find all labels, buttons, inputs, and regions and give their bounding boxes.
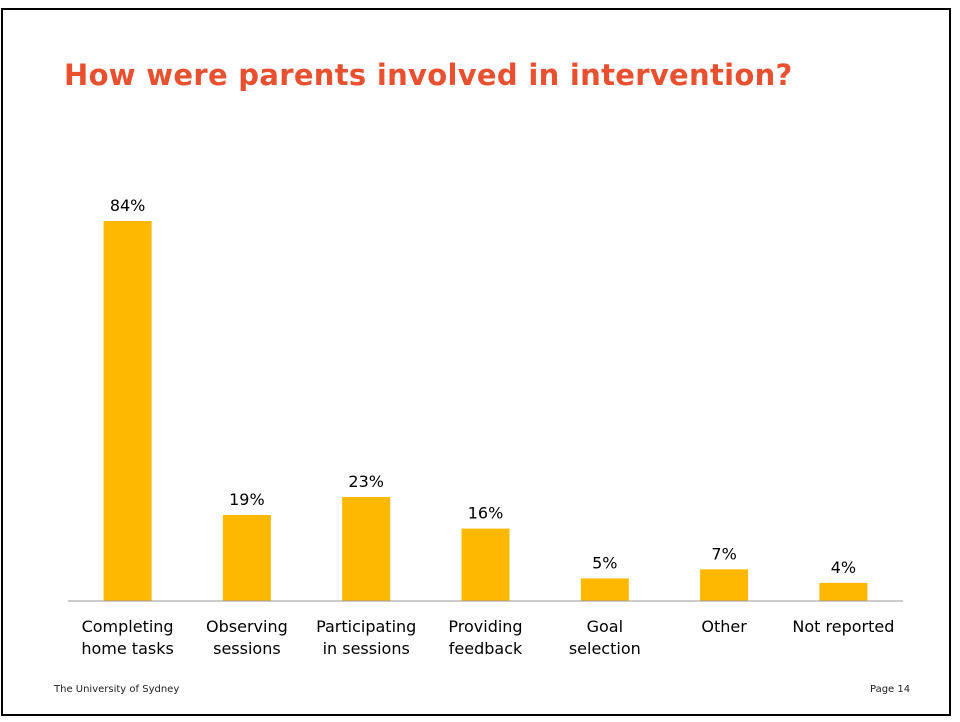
bar-2 (342, 497, 391, 601)
category-label-3-line-1: feedback (449, 639, 523, 658)
data-label-3: 16% (468, 504, 504, 523)
footer-organization: The University of Sydney (54, 684, 180, 695)
category-label-6-line-0: Not reported (792, 617, 894, 636)
category-label-4: Goal selection (569, 617, 641, 658)
category-label-5-line-0: Other (701, 617, 747, 636)
category-label-0: Completing home tasks (81, 617, 173, 658)
data-label-1: 19% (229, 490, 265, 509)
category-label-1-line-0: Observing (206, 617, 288, 636)
category-label-0-line-0: Completing (82, 617, 174, 636)
category-label-3: Providing feedback (448, 617, 523, 658)
slide-title: How were parents involved in interventio… (64, 58, 793, 92)
category-label-2: Participating in sessions (316, 617, 416, 658)
bar-5 (700, 569, 749, 601)
bar-6 (819, 582, 868, 601)
bar-1 (222, 515, 271, 601)
category-label-0-line-1: home tasks (81, 639, 173, 658)
data-label-5: 7% (711, 544, 736, 563)
category-label-6: Not reported (792, 617, 894, 636)
category-label-5: Other (701, 617, 747, 636)
data-label-2: 23% (348, 472, 384, 491)
category-label-1: Observing sessions (206, 617, 288, 658)
data-label-6: 4% (831, 558, 856, 577)
category-label-4-line-0: Goal (587, 617, 623, 636)
bar-4 (580, 578, 629, 601)
category-label-3-line-0: Providing (448, 617, 522, 636)
bar-0 (103, 221, 152, 601)
category-label-2-line-1: in sessions (323, 639, 410, 658)
footer-page-number: Page 14 (870, 684, 911, 695)
data-label-4: 5% (592, 553, 617, 572)
category-label-2-line-0: Participating (316, 617, 416, 636)
bar-3 (461, 528, 510, 601)
category-label-1-line-1: sessions (213, 639, 281, 658)
category-label-4-line-1: selection (569, 639, 641, 658)
data-label-0: 84% (110, 196, 146, 215)
